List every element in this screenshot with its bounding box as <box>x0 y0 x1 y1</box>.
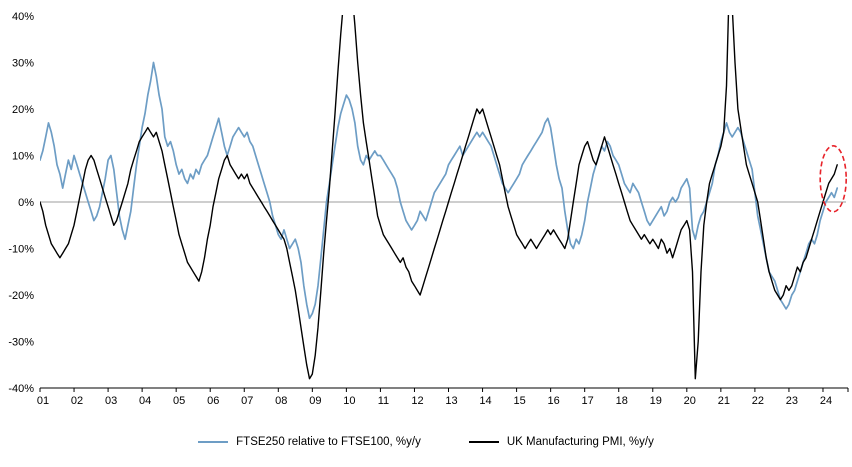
y-axis-label: -20% <box>8 290 34 302</box>
x-axis-label: 13 <box>445 395 457 407</box>
x-axis-label: 11 <box>378 395 389 407</box>
x-axis-label: 20 <box>684 395 696 407</box>
y-axis-label: -30% <box>8 337 34 349</box>
y-axis-label: -10% <box>8 244 34 256</box>
x-axis-label: 22 <box>752 395 764 407</box>
x-axis-label: 06 <box>207 395 219 407</box>
x-axis-label: 18 <box>616 395 628 407</box>
series-line-0 <box>40 61 839 320</box>
y-axis-label: 10% <box>12 151 34 163</box>
x-axis-label: 17 <box>582 395 594 407</box>
legend-label-ftse250: FTSE250 relative to FTSE100, %y/y <box>236 436 421 448</box>
x-axis-label: 16 <box>548 395 560 407</box>
x-axis-label: 14 <box>479 395 491 407</box>
x-axis-label: 02 <box>71 395 83 407</box>
series-line-1 <box>40 15 838 380</box>
x-axis-label: 04 <box>139 395 151 407</box>
legend-line-sample-black-icon <box>468 441 499 443</box>
x-axis-label: 03 <box>105 395 117 407</box>
legend-item-ftse250: FTSE250 relative to FTSE100, %y/y <box>198 436 421 448</box>
chart-area: 40% 30% 20% 10% 0% -10% -20% -30% -40% 01 02 03 04 05… <box>8 11 849 407</box>
x-axis-label: 21 <box>718 395 730 407</box>
x-axis-label: 07 <box>241 395 253 407</box>
y-axis-label: -40% <box>8 383 34 395</box>
y-axis-label: 0% <box>18 197 34 209</box>
x-axis-label: 15 <box>513 395 525 407</box>
x-axis-label: 10 <box>343 395 355 407</box>
x-axis-label: 19 <box>650 395 662 407</box>
y-axis-label: 40% <box>12 11 34 23</box>
line-chart: 40% 30% 20% 10% 0% -10% -20% -30% -40%01 02 03 04 05… <box>8 11 849 407</box>
y-axis-label: 30% <box>12 58 34 70</box>
legend-label-pmi: UK Manufacturing PMI, %y/y <box>506 436 654 448</box>
plot-series-group <box>40 15 839 380</box>
x-axis-label: 01 <box>37 395 49 407</box>
legend-line-sample-blue-icon <box>198 441 229 443</box>
y-axis-label: 20% <box>12 104 34 116</box>
x-axis-label: 12 <box>411 395 423 407</box>
legend-item-pmi: UK Manufacturing PMI, %y/y <box>468 436 654 448</box>
highlight-ellipse <box>819 145 848 213</box>
x-axis-label: 09 <box>309 395 321 407</box>
x-axis-label: 23 <box>786 395 798 407</box>
x-axis-label: 24 <box>820 395 832 407</box>
x-axis-label: 05 <box>173 395 185 407</box>
chart-legend: FTSE250 relative to FTSE100, %y/y UK Man… <box>0 424 852 460</box>
x-axis-label: 08 <box>275 395 287 407</box>
